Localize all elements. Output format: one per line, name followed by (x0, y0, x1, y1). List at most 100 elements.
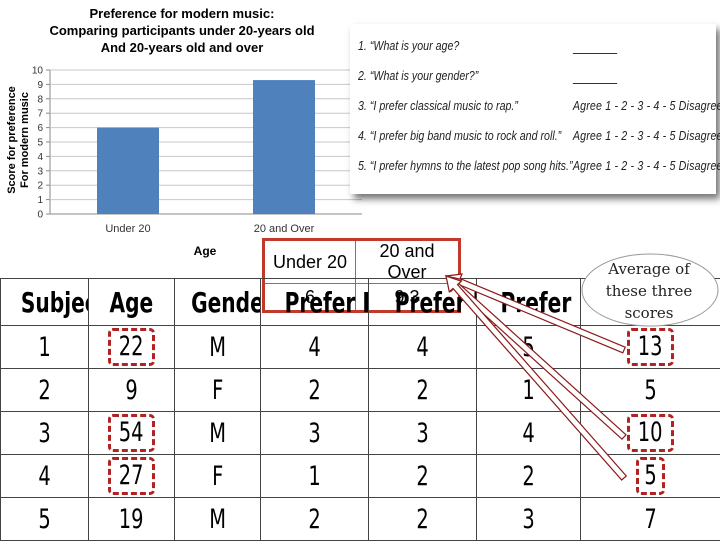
cell-value: 5 (644, 460, 656, 492)
averages-header-row: Under 20 20 and Over (264, 240, 460, 284)
table-cell: 3 (477, 498, 581, 541)
bars (97, 80, 315, 214)
y-axis-label-line: For modern music (19, 92, 31, 188)
cell-value: 4 (308, 332, 320, 363)
y-tick-label: 8 (37, 94, 43, 105)
cell-value: 4 (522, 418, 534, 449)
survey-question: 4. “I prefer big band music to rock and … (358, 128, 647, 150)
table-cell: 2 (477, 455, 581, 498)
cell-value: 7 (644, 504, 656, 535)
table-cell: 3 (1, 412, 89, 455)
cell-value: 2 (38, 375, 50, 406)
likert-scale: Agree 1 - 2 - 3 - 4 - 5 Disagree (573, 128, 720, 143)
survey-question-text: 3. “I prefer classical music to rap.” (358, 98, 518, 113)
table-cell: 54 (89, 412, 175, 455)
column-header-age: Age (89, 279, 175, 326)
y-tick-label: 6 (37, 123, 43, 134)
cell-value: 3 (38, 418, 50, 449)
y-tick-label: 9 (37, 80, 43, 91)
cell-value: 3 (416, 418, 428, 449)
cell-value: 5 (522, 332, 534, 363)
survey-question-text: 1. “What is your age? (358, 38, 459, 53)
column-header-gender: Gender (175, 279, 261, 326)
table-cell: 10 (581, 412, 720, 455)
callout-text: Average of these three scores (587, 258, 711, 324)
cell-value: 1 (308, 461, 320, 492)
cell-value: 19 (119, 504, 144, 535)
cell-value: 3 (308, 418, 320, 449)
chart-title-line: Preference for modern music: (90, 6, 275, 21)
highlight-box: 5 (636, 457, 665, 495)
cell-value: M (209, 504, 226, 535)
y-tick-label: 5 (37, 138, 43, 149)
table-row: 1 22 M 4 4 5 13 (1, 326, 720, 369)
cell-value: M (209, 332, 226, 363)
likert-scale: Agree 1 - 2 - 3 - 4 - 5 Disagree (573, 158, 720, 173)
cell-value: 4 (416, 332, 428, 363)
y-axis-label-line: Score for preference (6, 86, 18, 194)
table-cell: 19 (89, 498, 175, 541)
highlight-box: 22 (108, 328, 154, 366)
table-cell: 1 (1, 326, 89, 369)
survey-question: 2. “What is your gender?” (358, 68, 647, 90)
cell-value: 2 (308, 375, 320, 406)
cell-value: 22 (119, 331, 144, 363)
table-cell: M (175, 326, 261, 369)
highlight-box: 54 (108, 414, 154, 452)
cell-value: F (212, 375, 223, 406)
survey-question: 3. “I prefer classical music to rap.”Agr… (358, 98, 647, 120)
table-cell: 4 (369, 326, 477, 369)
x-axis-label: Age (194, 244, 217, 258)
table-cell: 5 (477, 326, 581, 369)
answer-blank-line (573, 83, 617, 84)
table-cell: 2 (369, 455, 477, 498)
survey-question-text: 2. “What is your gender?” (358, 68, 478, 83)
likert-scale: Agree 1 - 2 - 3 - 4 - 5 Disagree (573, 98, 720, 113)
questionnaire-card: 1. “What is your age? 2. “What is your ge… (350, 24, 716, 194)
cell-value: 5 (38, 504, 50, 535)
modern-music-bar-chart: Preference for modern music: Comparing pa… (0, 0, 362, 262)
x-tick-label: 20 and Over (254, 223, 315, 235)
table-cell: 5 (581, 369, 720, 412)
table-cell: 22 (89, 326, 175, 369)
table-cell: 2 (261, 498, 369, 541)
table-cell: 27 (89, 455, 175, 498)
survey-question-text: 5. “I prefer hymns to the latest pop son… (358, 158, 572, 173)
table-cell: M (175, 412, 261, 455)
x-tick-label: Under 20 (105, 223, 150, 235)
survey-question: 5. “I prefer hymns to the latest pop son… (358, 158, 647, 180)
cell-value: 9 (125, 375, 137, 406)
answer-blank-line (573, 53, 617, 54)
cell-value: 2 (522, 461, 534, 492)
cell-value: 3 (522, 504, 534, 535)
table-cell: 2 (261, 369, 369, 412)
cell-value: 13 (638, 331, 663, 363)
table-cell: F (175, 455, 261, 498)
table-cell: 3 (261, 412, 369, 455)
chart-title-line: Comparing participants under 20-years ol… (49, 23, 314, 38)
cell-value: 5 (644, 375, 656, 406)
table-row: 3 54 M 3 3 4 10 (1, 412, 720, 455)
cell-value: 4 (38, 461, 50, 492)
chart-title-line: And 20-years old and over (101, 40, 264, 55)
highlight-box: 10 (627, 414, 673, 452)
table-cell: 4 (261, 326, 369, 369)
survey-question: 1. “What is your age? (358, 38, 647, 60)
column-header-subject: Subject# (1, 279, 89, 326)
table-cell: 2 (369, 369, 477, 412)
bar (97, 128, 159, 214)
highlight-box: 13 (627, 328, 673, 366)
table-cell: 2 (1, 369, 89, 412)
y-tick-label: 1 (37, 195, 43, 206)
chart-title: Preference for modern music: Comparing pa… (49, 6, 314, 55)
table-cell: 5 (1, 498, 89, 541)
column-header-prefer-rock: Prefer Rock (369, 279, 477, 326)
table-cell: F (175, 369, 261, 412)
y-tick-label: 3 (37, 166, 43, 177)
